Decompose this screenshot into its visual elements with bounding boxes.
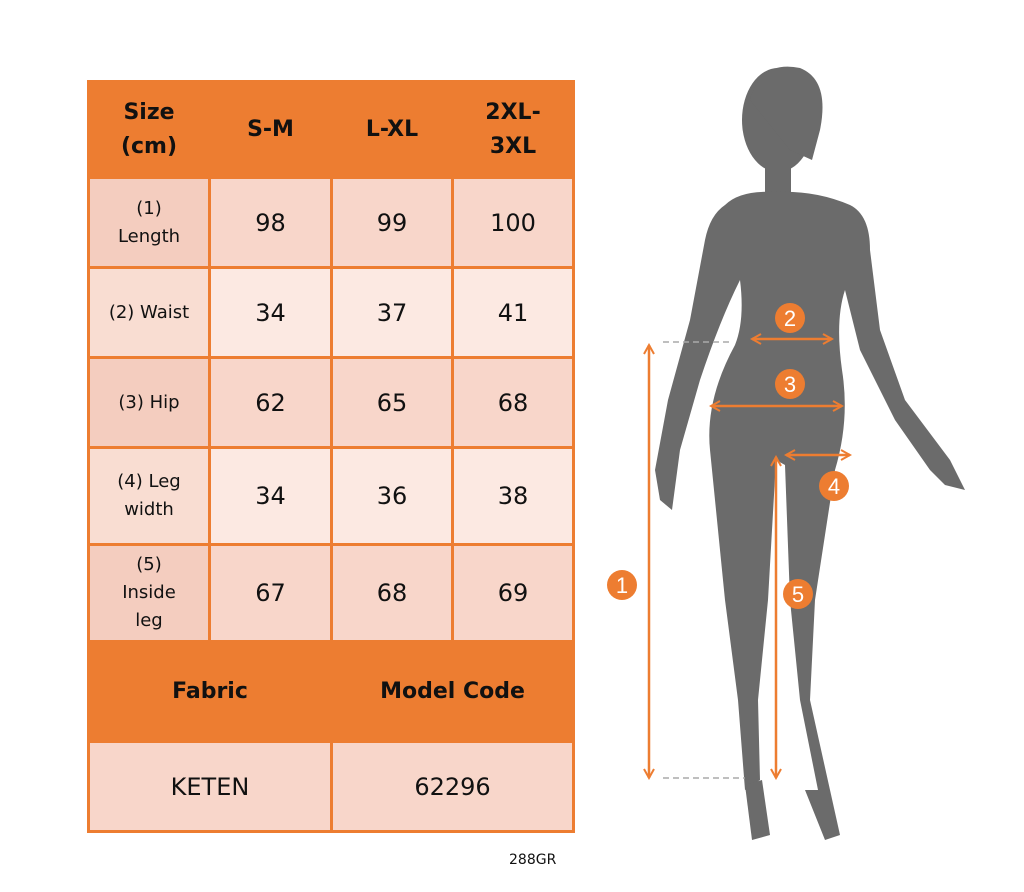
cell: 41 <box>451 266 575 359</box>
cell: 68 <box>451 356 575 449</box>
row-label: (5) Inside leg <box>87 543 211 643</box>
cell: 65 <box>330 356 454 449</box>
header-l-xl: L-XL <box>330 80 454 179</box>
marker-label: 3 <box>784 372 796 397</box>
footer-header-row: Fabric Model Code <box>87 640 575 743</box>
row-label: (1) Length <box>87 176 211 269</box>
cell: 99 <box>330 176 454 269</box>
cell: 62 <box>208 356 333 449</box>
marker-label: 4 <box>828 474 840 499</box>
measurement-arrows <box>649 339 850 778</box>
header-fabric: Fabric <box>87 640 333 743</box>
cell: 98 <box>208 176 333 269</box>
marker-label: 1 <box>616 573 628 598</box>
product-code: 288GR <box>509 852 557 868</box>
marker-label: 2 <box>784 306 796 331</box>
marker-label: 5 <box>792 582 804 607</box>
cell: 38 <box>451 446 575 546</box>
size-chart-table: Size (cm) S-M L-XL 2XL- 3XL (1) Length 9… <box>87 80 575 833</box>
header-s-m: S-M <box>208 80 333 179</box>
cell: 69 <box>451 543 575 643</box>
header-2xl-3xl: 2XL- 3XL <box>451 80 575 179</box>
header-size: Size (cm) <box>87 80 211 179</box>
cell: 34 <box>208 446 333 546</box>
row-label: (2) Waist <box>87 266 211 359</box>
table-row: (3) Hip 62 65 68 <box>87 356 575 449</box>
row-label: (4) Leg width <box>87 446 211 546</box>
cell: 34 <box>208 266 333 359</box>
fabric-value: KETEN <box>87 740 333 833</box>
guide-lines <box>663 341 745 779</box>
header-row: Size (cm) S-M L-XL 2XL- 3XL <box>87 80 575 179</box>
cell: 68 <box>330 543 454 643</box>
cell: 100 <box>451 176 575 269</box>
marker-2 <box>775 303 805 333</box>
cell: 67 <box>208 543 333 643</box>
table-row: (2) Waist 34 37 41 <box>87 266 575 359</box>
marker-3 <box>775 369 805 399</box>
footer-row: KETEN 62296 <box>87 740 575 833</box>
header-model-code: Model Code <box>330 640 575 743</box>
markers: 1 2 3 4 5 <box>607 303 849 609</box>
marker-5 <box>783 579 813 609</box>
cell: 37 <box>330 266 454 359</box>
table-row: (5) Inside leg 67 68 69 <box>87 543 575 643</box>
cell: 36 <box>330 446 454 546</box>
row-label: (3) Hip <box>87 356 211 449</box>
table-row: (4) Leg width 34 36 38 <box>87 446 575 546</box>
marker-1 <box>607 570 637 600</box>
marker-4 <box>819 471 849 501</box>
table-row: (1) Length 98 99 100 <box>87 176 575 269</box>
silhouette <box>655 66 965 840</box>
model-code-value: 62296 <box>330 740 575 833</box>
